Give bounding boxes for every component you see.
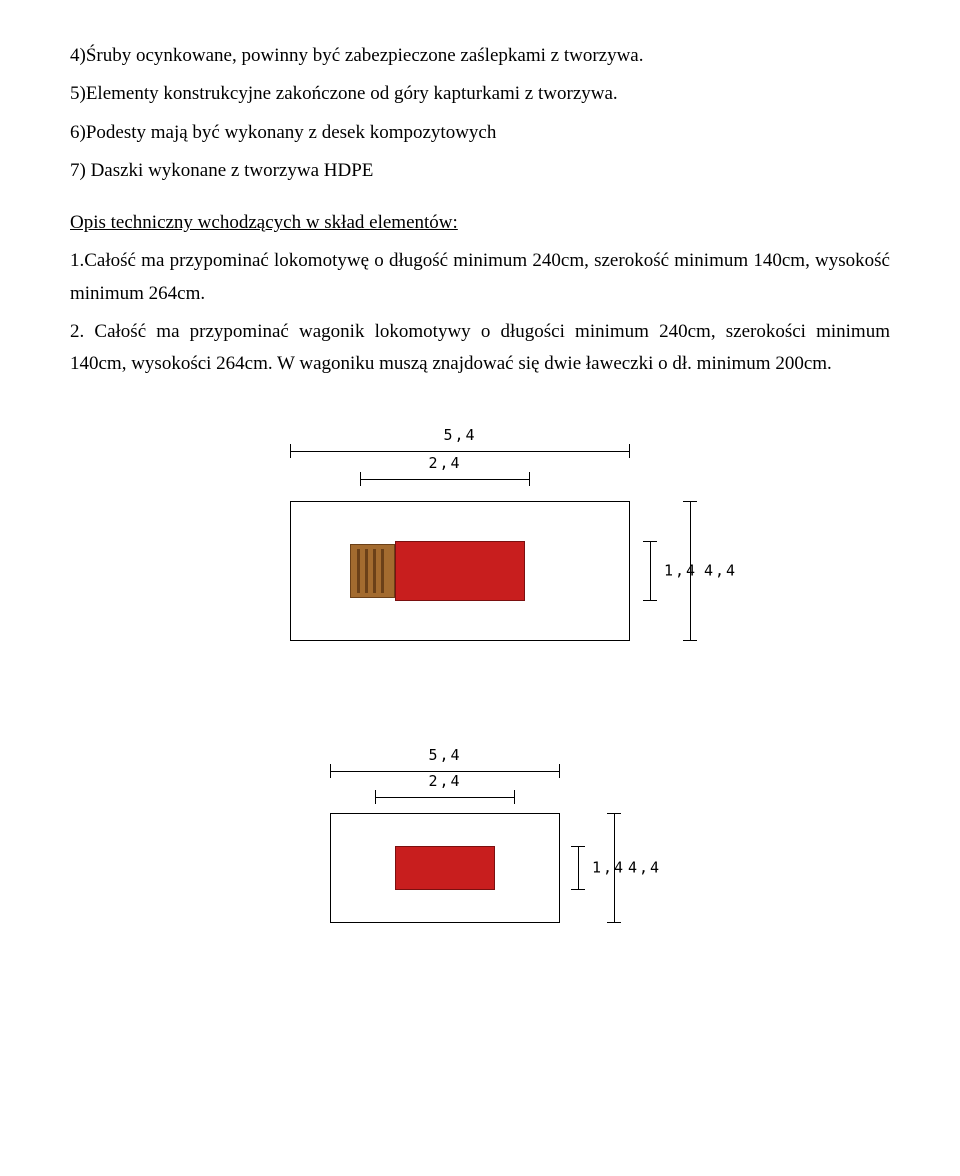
dim-inner-height: 1,4	[640, 541, 660, 601]
dim-outer-height: 4,4	[604, 813, 624, 923]
dim-inner-width: 2,4	[375, 787, 515, 807]
dim-outer-height: 4,4	[680, 501, 700, 641]
dim-label: 4,4	[628, 855, 661, 881]
list-item-5: 5)Elementy konstrukcyjne zakończone od g…	[70, 78, 890, 110]
dim-label: 5,4	[443, 423, 476, 449]
locomotive-body	[395, 541, 525, 601]
diagram-area: 5,4 2,4 1,4 4,4 5,4	[70, 441, 890, 951]
dim-inner-height: 1,4	[568, 846, 588, 890]
section-heading: Opis techniczny wchodzących w skład elem…	[70, 207, 890, 239]
spec-item-1: 1.Całość ma przypominać lokomotywę o dłu…	[70, 245, 890, 310]
dim-inner-width: 2,4	[360, 469, 530, 489]
locomotive-cab	[350, 544, 395, 598]
dim-label: 4,4	[704, 558, 737, 584]
spec-item-2: 2. Całość ma przypominać wagonik lokomot…	[70, 316, 890, 381]
locomotive-plan-diagram: 5,4 2,4 1,4 4,4	[250, 441, 710, 681]
list-item-7: 7) Daszki wykonane z tworzywa HDPE	[70, 155, 890, 187]
dim-label: 2,4	[428, 769, 461, 795]
list-item-4: 4)Śruby ocynkowane, powinny być zabezpie…	[70, 40, 890, 72]
wagon-body	[395, 846, 495, 890]
wagon-plan-diagram: 5,4 2,4 1,4 4,4	[300, 761, 660, 951]
dim-label: 2,4	[428, 451, 461, 477]
dim-label: 5,4	[428, 743, 461, 769]
list-item-6: 6)Podesty mają być wykonany z desek komp…	[70, 117, 890, 149]
